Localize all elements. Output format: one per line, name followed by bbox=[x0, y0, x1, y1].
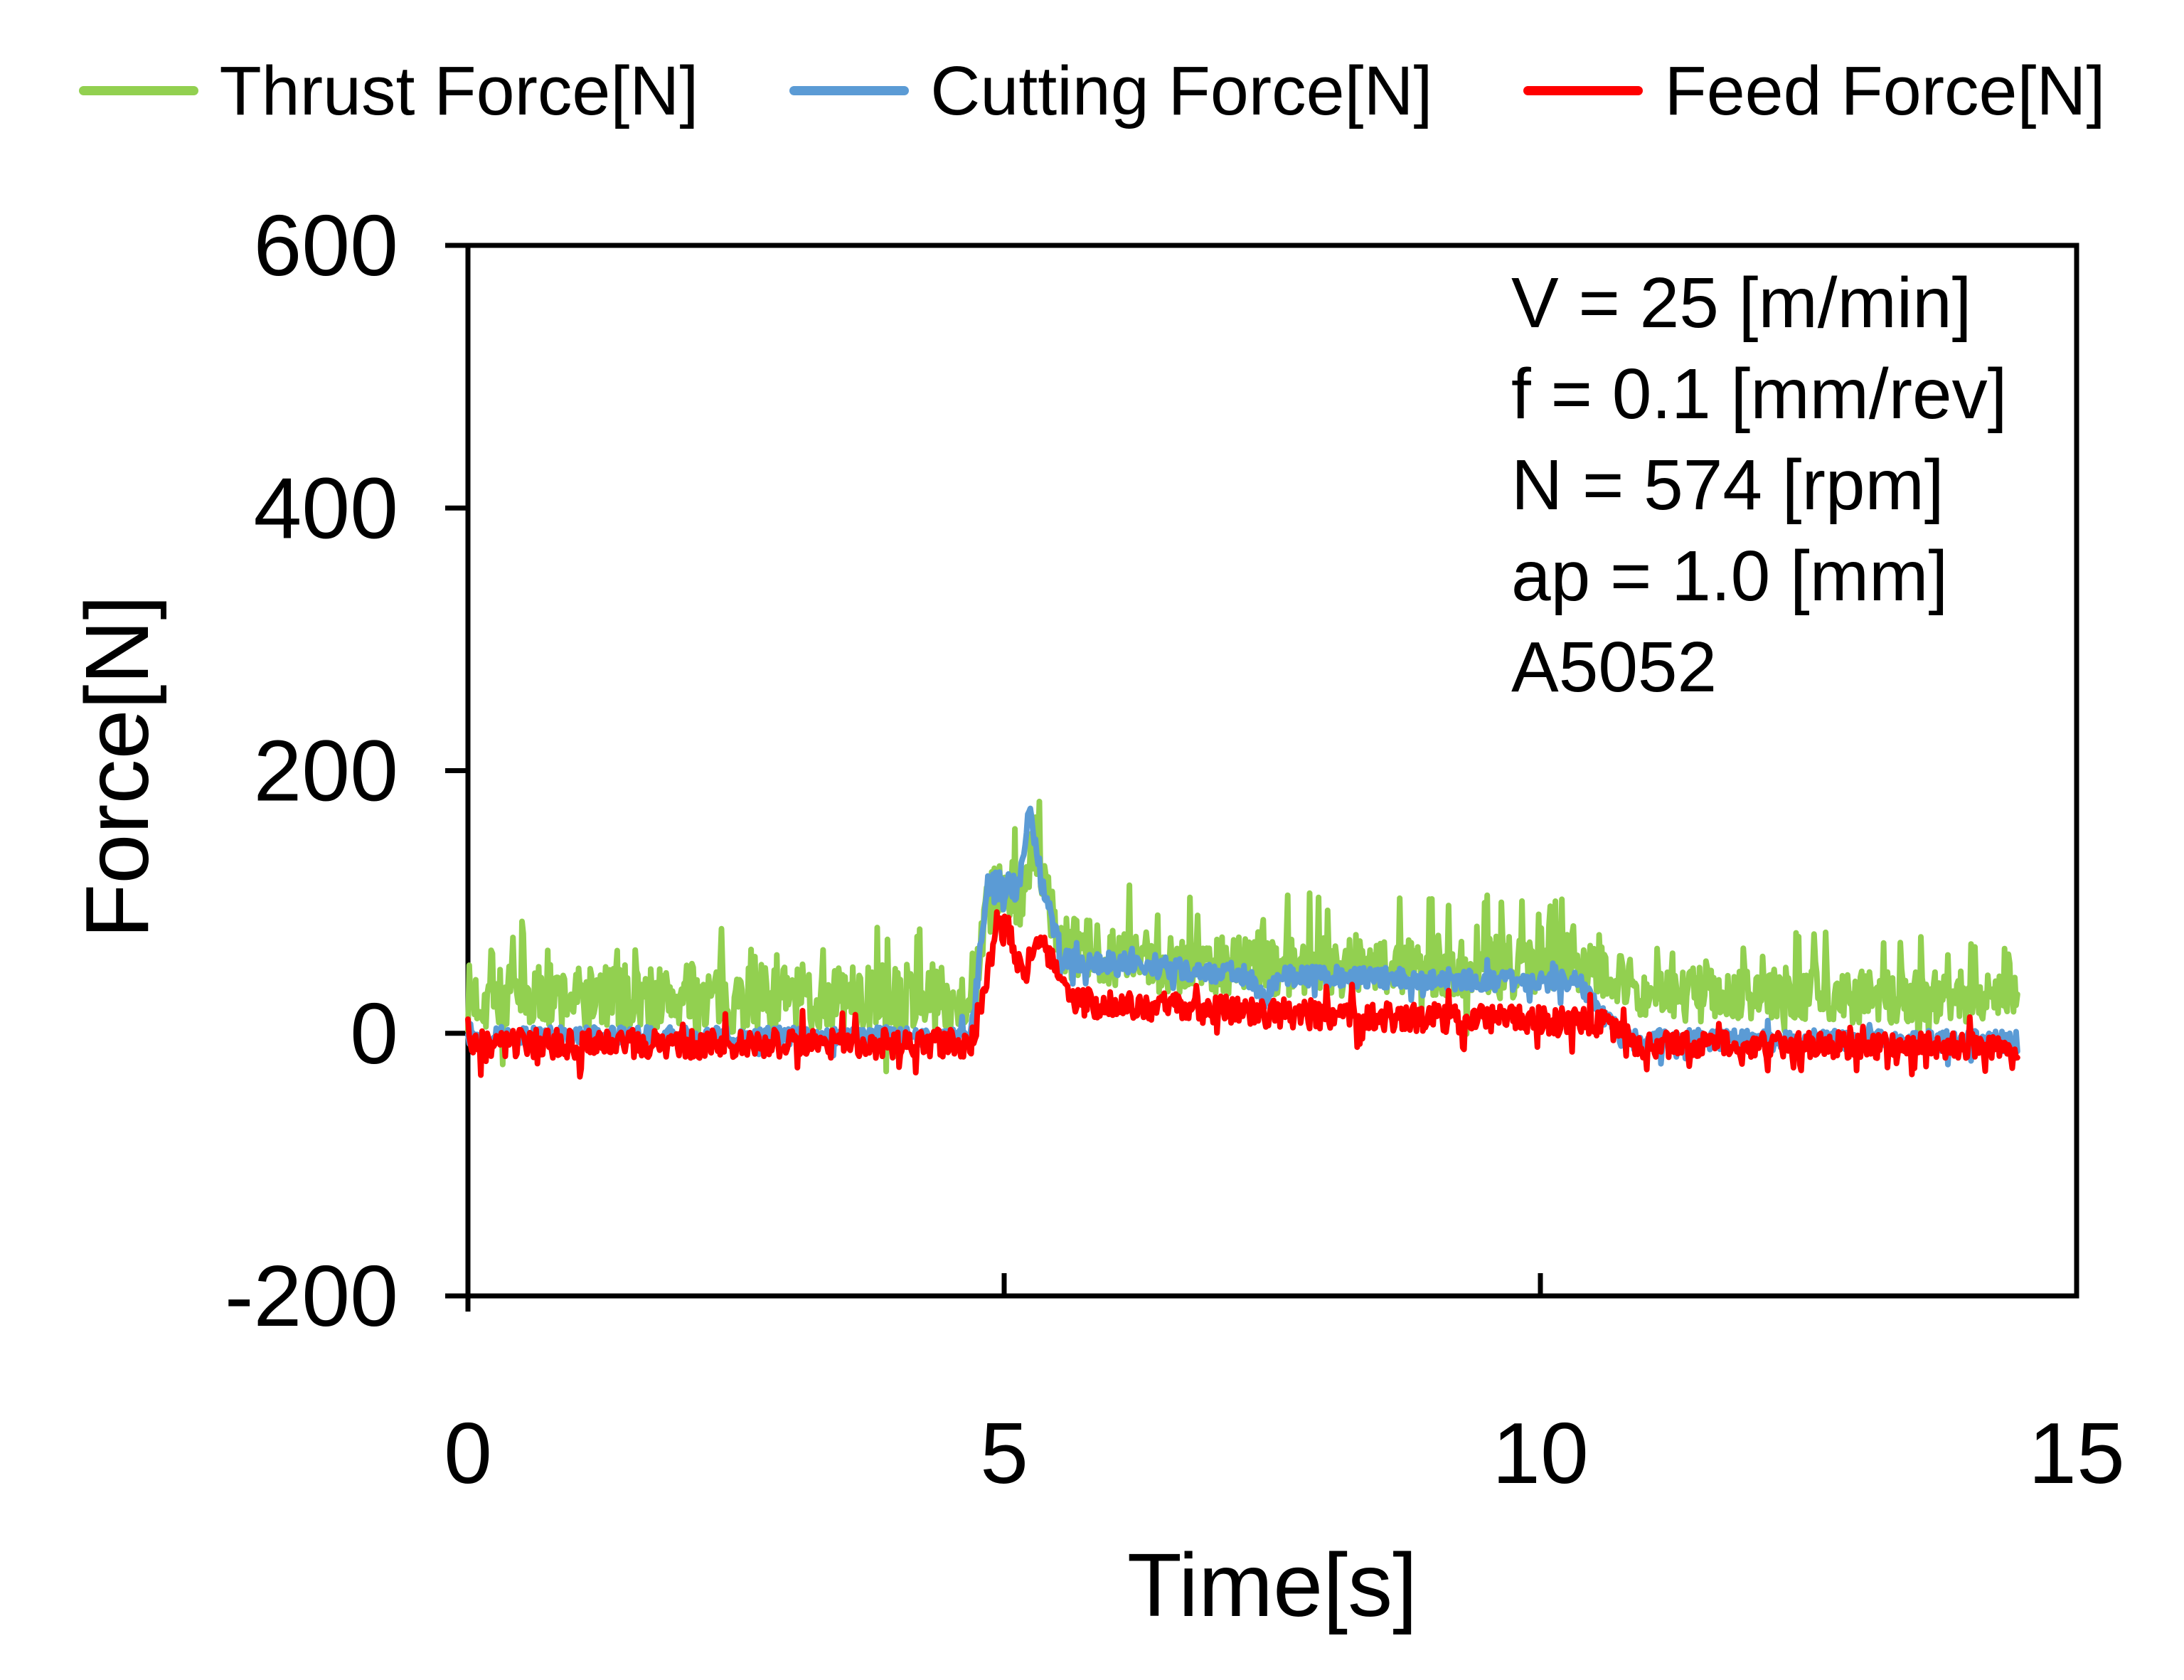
annotation-line: V = 25 [m/min] bbox=[1511, 263, 1972, 343]
x-tick-label-15: 15 bbox=[2028, 1405, 2125, 1501]
annotation-line: N = 574 [rpm] bbox=[1511, 445, 1944, 525]
legend-swatch-thrust-force-n bbox=[78, 85, 198, 95]
legend-swatch-feed-force-n bbox=[1523, 85, 1644, 95]
data-series bbox=[465, 798, 2020, 1080]
y-tick-label-600: 600 bbox=[253, 197, 398, 294]
annotation-block: V = 25 [m/min] f = 0.1 [mm/rev] N = 574 [r… bbox=[1511, 257, 2007, 713]
x-tick-label-0: 0 bbox=[444, 1405, 492, 1501]
annotation-line: ap = 1.0 [mm] bbox=[1511, 536, 1949, 616]
legend-label: Feed Force[N] bbox=[1664, 51, 2106, 129]
annotation-line: A5052 bbox=[1511, 627, 1717, 707]
legend-label: Cutting Force[N] bbox=[930, 51, 1433, 129]
y-tick-label-400: 400 bbox=[253, 459, 398, 556]
annotation-line: f = 0.1 [mm/rev] bbox=[1511, 354, 2008, 434]
y-axis-title: Force[N] bbox=[67, 595, 167, 938]
legend: Thrust Force[N] Cutting Force[N] Feed Forc… bbox=[0, 44, 2184, 137]
axis-ticks bbox=[445, 243, 1543, 1312]
y-tick-label-0: 0 bbox=[350, 985, 398, 1082]
legend-item-cutting-force-n: Cutting Force[N] bbox=[789, 56, 1432, 125]
legend-item-thrust-force-n: Thrust Force[N] bbox=[78, 51, 699, 129]
x-tick-label-5: 5 bbox=[980, 1405, 1028, 1501]
x-tick-label-10: 10 bbox=[1492, 1405, 1589, 1501]
legend-swatch-cutting-force-n bbox=[789, 85, 910, 95]
legend-label: Thrust Force[N] bbox=[219, 51, 699, 129]
legend-item-feed-force-n: Feed Force[N] bbox=[1523, 56, 2105, 125]
x-axis-title: Time[s] bbox=[1127, 1535, 1417, 1635]
y-tick-label-200: 200 bbox=[253, 723, 398, 819]
series-line-thrust-force-n bbox=[465, 798, 2020, 1075]
series-line-feed-force-n bbox=[465, 909, 2020, 1080]
axis-tick-labels: -200 0 200 400 600 0 5 10 15 bbox=[225, 197, 2125, 1501]
y-tick-label--200: -200 bbox=[225, 1248, 398, 1344]
